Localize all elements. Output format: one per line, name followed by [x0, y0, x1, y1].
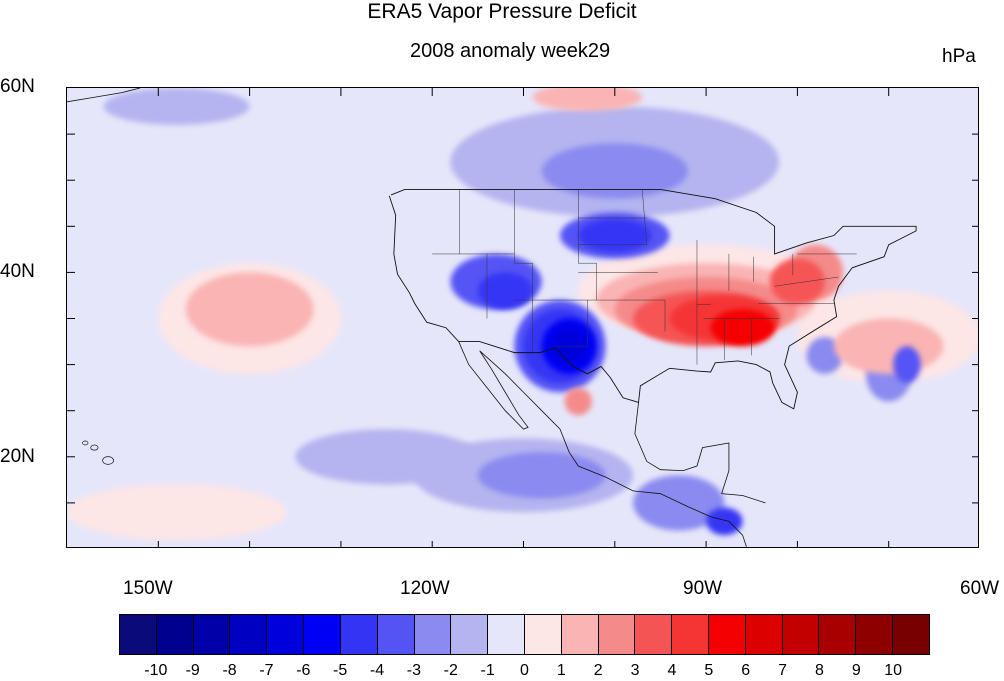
colorbar-cell: [267, 615, 305, 654]
hawaii-island: [90, 444, 99, 451]
colorbar: [119, 614, 930, 655]
colorbar-cell: [451, 615, 489, 654]
anomaly-region: [541, 143, 688, 199]
anomaly-region: [103, 88, 250, 125]
colorbar-tick-label: 7: [778, 662, 787, 679]
state-border: [514, 189, 533, 264]
colorbar-cell: [340, 615, 378, 654]
anomaly-region: [833, 318, 944, 374]
coastline-outline: [388, 188, 917, 410]
colorbar-tick-label: -3: [406, 662, 422, 679]
colorbar-tick-label: -2: [443, 662, 458, 679]
colorbar-cell: [598, 615, 636, 654]
colorbar-cell: [193, 615, 231, 654]
hawaii-island: [82, 440, 89, 446]
colorbar-tick-label: -10: [144, 662, 168, 679]
colorbar-tick-label: 9: [851, 662, 861, 679]
map-canvas: [67, 88, 978, 547]
colorbar-tick-label: 1: [556, 662, 566, 679]
colorbar-tick-label: 4: [667, 662, 677, 679]
anomaly-region: [710, 309, 775, 347]
colorbar-cell: [893, 615, 929, 654]
colorbar-cell: [635, 615, 673, 654]
alaska-coastline: [67, 88, 141, 103]
colorbar-cell: [156, 615, 194, 654]
anomaly-region: [564, 387, 592, 416]
anomaly-region: [578, 218, 652, 253]
lon-label-90w: 90W: [683, 578, 723, 599]
colorbar-cell: [856, 615, 894, 654]
gulf-coastline: [634, 402, 766, 504]
colorbar-cell: [120, 615, 157, 654]
lat-label-20n: 20N: [0, 446, 35, 467]
lat-label-60n: 60N: [0, 76, 35, 97]
state-border: [641, 189, 648, 245]
colorbar-tick-label: -5: [333, 662, 348, 679]
mexico-coastline: [458, 341, 747, 547]
anomaly-region: [706, 507, 743, 536]
colorbar-cell: [230, 615, 268, 654]
state-border: [774, 276, 839, 287]
state-border: [578, 189, 597, 301]
colorbar-tick-label: 10: [884, 662, 903, 679]
anomaly-map: [66, 87, 979, 548]
colorbar-cell: [819, 615, 857, 654]
colorbar-tick-label: -8: [222, 662, 237, 679]
lon-label-60w: 60W: [960, 578, 1000, 599]
colorbar-cell: [524, 615, 562, 654]
anomaly-region: [477, 452, 606, 499]
colorbar-cell: [782, 615, 820, 654]
map-subtitle: 2008 anomaly week29: [410, 40, 611, 62]
colorbar-tick-label: -9: [185, 662, 200, 679]
colorbar-cell: [745, 615, 783, 654]
anomaly-region: [806, 336, 844, 374]
colorbar-cell: [672, 615, 709, 654]
anomaly-region: [893, 346, 921, 384]
units-label: hPa: [942, 46, 976, 67]
state-border: [555, 300, 588, 347]
colorbar-tick-label: 2: [593, 662, 603, 679]
colorbar-tick-label: -1: [480, 662, 495, 679]
colorbar-tick-label: -7: [259, 662, 274, 679]
colorbar-cell: [709, 615, 746, 654]
colorbar-cell: [561, 615, 599, 654]
colorbar-tick-label: 0: [520, 662, 529, 679]
colorbar-tick-label: 6: [741, 662, 751, 679]
colorbar-cell: [377, 615, 415, 654]
colorbar-tick-label: 5: [704, 662, 714, 679]
colorbar-cell: [304, 615, 341, 654]
map-title: ERA5 Vapor Pressure Deficit: [367, 0, 637, 23]
anomaly-region: [185, 272, 314, 347]
anomaly-region: [477, 272, 533, 310]
anomaly-region: [770, 258, 825, 305]
colorbar-tick-label: 8: [814, 662, 824, 679]
lon-label-120w: 120W: [400, 578, 450, 599]
anomaly-region: [67, 484, 287, 540]
colorbar-tick-label: -4: [369, 662, 385, 679]
colorbar-tick-label: 3: [630, 662, 640, 679]
hawaii-island: [102, 456, 114, 465]
lat-label-40n: 40N: [0, 261, 35, 282]
anomaly-region: [633, 475, 725, 531]
colorbar-tick-label: -6: [296, 662, 311, 679]
colorbar-cell: [488, 615, 525, 654]
lon-label-150w: 150W: [123, 578, 173, 599]
colorbar-cell: [414, 615, 452, 654]
